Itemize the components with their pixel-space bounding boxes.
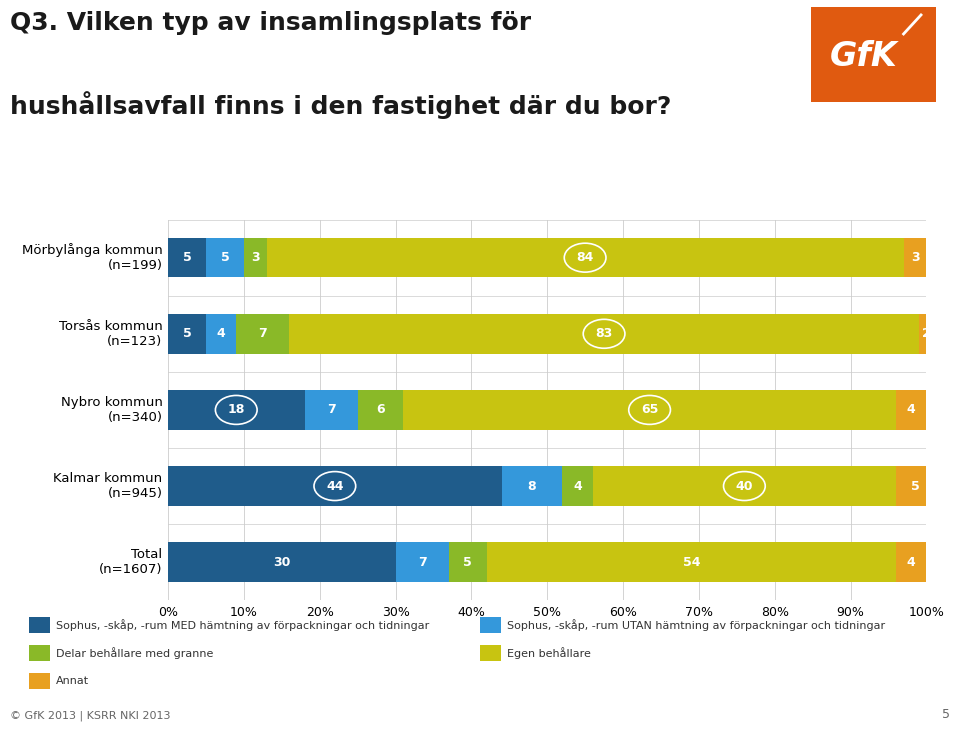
Bar	[403, 390, 896, 430]
Bar	[592, 466, 896, 506]
Bar	[896, 466, 934, 506]
Bar	[168, 314, 206, 354]
Text: Egen behållare: Egen behållare	[507, 647, 590, 659]
Bar	[168, 390, 304, 430]
Text: 83: 83	[595, 327, 612, 340]
Text: 7: 7	[258, 327, 267, 340]
Text: 54: 54	[683, 556, 700, 569]
Text: 84: 84	[576, 251, 594, 264]
Text: Q3. Vilken typ av insamlingsplats för: Q3. Vilken typ av insamlingsplats för	[10, 11, 531, 35]
Text: Sophus, -skåp, -rum UTAN hämtning av förpackningar och tidningar: Sophus, -skåp, -rum UTAN hämtning av för…	[507, 619, 885, 631]
Text: 4: 4	[907, 403, 916, 417]
Bar	[206, 238, 244, 277]
Bar	[267, 238, 903, 277]
Bar	[563, 466, 592, 506]
Text: GfK: GfK	[829, 40, 898, 73]
Bar	[304, 390, 358, 430]
Bar	[168, 466, 502, 506]
Text: 8: 8	[528, 479, 537, 493]
Text: 5: 5	[943, 708, 950, 721]
Bar	[896, 390, 926, 430]
Bar	[244, 238, 267, 277]
Text: Sophus, -skåp, -rum MED hämtning av förpackningar och tidningar: Sophus, -skåp, -rum MED hämtning av förp…	[56, 619, 429, 631]
Text: 4: 4	[217, 327, 226, 340]
Text: 40: 40	[735, 479, 754, 493]
Bar	[396, 542, 448, 582]
Bar	[487, 542, 896, 582]
Text: 2: 2	[922, 327, 931, 340]
Text: hushållsavfall finns i den fastighet där du bor?: hushållsavfall finns i den fastighet där…	[10, 92, 671, 119]
Text: 65: 65	[641, 403, 659, 417]
Bar	[903, 238, 926, 277]
Text: 6: 6	[376, 403, 385, 417]
Text: 5: 5	[221, 251, 229, 264]
Text: 4: 4	[573, 479, 582, 493]
Bar	[206, 314, 236, 354]
Text: 5: 5	[182, 327, 191, 340]
Text: 4: 4	[907, 556, 916, 569]
Bar	[919, 314, 934, 354]
Bar	[502, 466, 563, 506]
Bar	[168, 238, 206, 277]
Text: 44: 44	[326, 479, 344, 493]
Text: © GfK 2013 | KSRR NKI 2013: © GfK 2013 | KSRR NKI 2013	[10, 711, 170, 721]
Bar	[236, 314, 289, 354]
Bar	[448, 542, 487, 582]
Text: 3: 3	[911, 251, 920, 264]
Bar	[896, 542, 926, 582]
Text: Annat: Annat	[56, 676, 89, 686]
Bar	[168, 542, 396, 582]
Text: 18: 18	[228, 403, 245, 417]
Text: 7: 7	[326, 403, 335, 417]
Text: Delar behållare med granne: Delar behållare med granne	[56, 647, 213, 659]
Bar	[357, 390, 403, 430]
Text: 5: 5	[463, 556, 472, 569]
Text: 7: 7	[418, 556, 426, 569]
Text: 3: 3	[251, 251, 259, 264]
Bar	[289, 314, 919, 354]
Text: 5: 5	[182, 251, 191, 264]
Text: 30: 30	[273, 556, 291, 569]
Text: 5: 5	[911, 479, 920, 493]
